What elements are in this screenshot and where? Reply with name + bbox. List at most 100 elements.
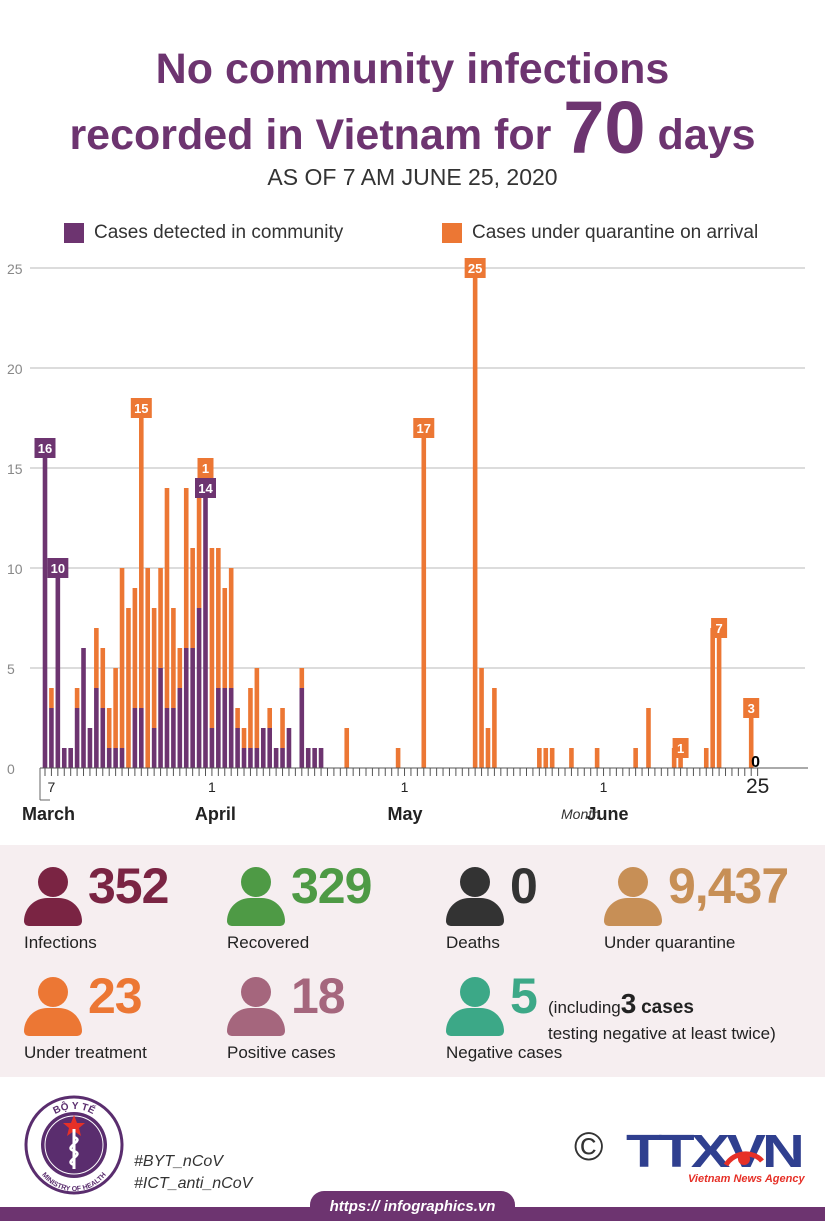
page-title: No community infections recorded in Viet… [0, 44, 825, 164]
footer: BỘ Y TẾ MINISTRY OF HEALTH #BYT_nCoV #IC… [0, 1077, 825, 1221]
bar-quarantine [543, 748, 549, 768]
bar-quarantine [537, 748, 542, 768]
title-line-2: recorded in Vietnam for 70 days [0, 90, 825, 164]
x-tick-label: 1 [401, 779, 409, 795]
bar-label: 25 [468, 261, 482, 276]
month-label: May [388, 804, 423, 824]
bar-community [139, 708, 144, 768]
stat-value: 23 [88, 968, 143, 1024]
website-link[interactable]: https:// infographics.vn [329, 1198, 496, 1215]
person-icon-body [24, 898, 82, 926]
bar-quarantine [492, 688, 497, 768]
bar-quarantine [126, 608, 131, 768]
bar-label-box [195, 478, 216, 498]
stat-label: Under quarantine [604, 933, 736, 952]
bar-community [299, 688, 305, 768]
stat-label: Positive cases [227, 1043, 336, 1062]
person-icon [24, 977, 82, 1037]
bar-quarantine [569, 748, 574, 768]
person-icon-body [227, 898, 285, 926]
stat-value: 18 [291, 968, 346, 1024]
bar-quarantine [299, 668, 305, 688]
bar-label: 1 [202, 461, 209, 476]
bar-community [42, 448, 48, 768]
svg-text:Vietnam News Agency: Vietnam News Agency [688, 1173, 805, 1185]
bar-community [312, 748, 317, 768]
svg-text:BỘ Y TẾ: BỘ Y TẾ [52, 1099, 98, 1117]
bar-quarantine [145, 568, 151, 768]
bar-community [68, 748, 73, 768]
bar-community [196, 608, 202, 768]
bar-quarantine [74, 688, 80, 708]
person-icon [446, 977, 504, 1037]
negative-cases-note: (including3 cases testing negative at le… [548, 985, 776, 1046]
person-icon [446, 867, 504, 927]
bar-community [49, 708, 54, 768]
person-icon-body [604, 898, 662, 926]
person-icon-body [227, 1008, 285, 1036]
bar-community [94, 688, 99, 768]
bar-quarantine [49, 688, 54, 708]
bar-community [100, 708, 106, 768]
bar-label-box [711, 618, 728, 638]
bar-quarantine [190, 548, 195, 648]
stat-label: Infections [24, 933, 97, 952]
title-line-2-end: days [657, 110, 756, 159]
person-icon [227, 867, 285, 927]
ministry-of-health-logo: BỘ Y TẾ MINISTRY OF HEALTH [24, 1095, 124, 1195]
bar-label: 7 [715, 621, 722, 636]
bar-community [216, 688, 221, 768]
y-tick-label: 15 [7, 461, 23, 477]
bar-community [119, 748, 125, 768]
bar-quarantine [216, 548, 221, 688]
hashtag-ict: #ICT_anti_nCoV [134, 1175, 253, 1192]
person-icon-head [618, 867, 648, 897]
bar-label-box [47, 558, 69, 578]
legend-label-community: Cases detected in community [94, 222, 344, 243]
bar-label: 3 [748, 701, 755, 716]
bar-quarantine [164, 488, 170, 708]
svg-text:TTXVN: TTXVN [626, 1129, 802, 1177]
legend-quarantine: Cases under quarantine on arrival [442, 222, 758, 244]
note-line-1: (including3 cases [548, 985, 776, 1023]
person-icon-body [446, 898, 504, 926]
bar-quarantine [633, 748, 638, 768]
month-label: March [22, 804, 75, 824]
bar-label-box [672, 738, 689, 758]
bar-quarantine [703, 748, 709, 768]
bar-community [151, 728, 157, 768]
bar-community [113, 748, 118, 768]
bar-quarantine [344, 728, 350, 768]
bar-quarantine [171, 608, 176, 708]
title-line-1: No community infections [155, 45, 670, 93]
bar-quarantine [235, 708, 240, 728]
bar-community [106, 748, 112, 768]
person-icon-body [24, 1008, 82, 1036]
person-icon-body [446, 1008, 504, 1036]
title-line-2-start: recorded in Vietnam for [69, 110, 552, 159]
stat-value: 9,437 [668, 858, 789, 914]
bar-quarantine [100, 648, 106, 708]
bar-community [171, 708, 176, 768]
person-icon [227, 977, 285, 1037]
person-icon [24, 867, 82, 927]
bar-quarantine [646, 708, 651, 768]
bar-community [61, 748, 67, 768]
stat-value: 352 [88, 858, 169, 914]
bar-community [87, 728, 93, 768]
bar-label-box [197, 458, 214, 478]
bar-community [260, 728, 266, 768]
bar-label: 10 [51, 561, 65, 576]
note-cases: cases [641, 997, 694, 1018]
bar-community [55, 568, 61, 768]
url-bar [0, 1207, 825, 1221]
bar-quarantine [748, 708, 754, 768]
bar-quarantine [594, 748, 600, 768]
note-line-2: testing negative at least twice) [548, 1023, 776, 1043]
bar-label-box [464, 258, 486, 278]
bar-community [280, 748, 285, 768]
x-tick-label: 7 [48, 779, 56, 795]
bar-quarantine [177, 648, 183, 688]
bar-label: 1 [677, 741, 684, 756]
bar-community [74, 708, 80, 768]
